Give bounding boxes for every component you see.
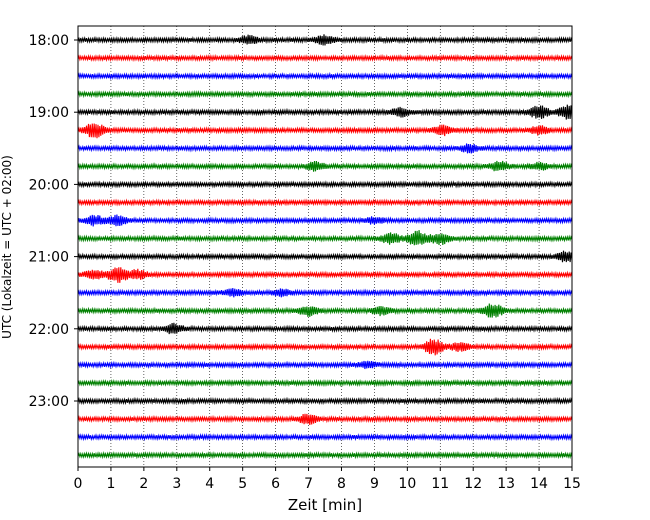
- x-tick-label: 13: [497, 476, 515, 492]
- x-tick-label: 12: [464, 476, 482, 492]
- x-tick-label: 6: [271, 476, 280, 492]
- trace-2030: [77, 214, 573, 227]
- x-axis-label: Zeit [min]: [288, 496, 362, 514]
- x-tick-label: 10: [398, 476, 416, 492]
- x-tick-label: 3: [172, 476, 181, 492]
- trace-2300: [77, 396, 573, 406]
- trace-2330: [77, 432, 573, 442]
- trace-1815: [77, 53, 573, 63]
- x-tick-label: 2: [139, 476, 148, 492]
- x-tick-label: 0: [74, 476, 83, 492]
- trace-2315: [77, 413, 573, 425]
- y-tick-label: 21:00: [29, 250, 69, 266]
- y-tick-label: 18:00: [29, 33, 69, 49]
- x-tick-label: 11: [431, 476, 449, 492]
- trace-2145: [77, 303, 573, 318]
- x-tick-label: 15: [563, 476, 581, 492]
- y-tick-label: 23:00: [29, 394, 69, 410]
- trace-1915: [77, 123, 573, 139]
- trace-1945: [77, 160, 573, 172]
- trace-2045: [77, 230, 573, 246]
- trace-2345: [77, 451, 573, 460]
- x-tick-label: 1: [106, 476, 115, 492]
- y-axis-label: UTC (Lokalzeit = UTC + 02:00): [0, 155, 14, 339]
- traces-group: [77, 34, 573, 460]
- x-tick-label: 14: [530, 476, 548, 492]
- trace-1830: [77, 71, 573, 81]
- plot-frame: [77, 25, 573, 468]
- trace-2215: [77, 338, 573, 356]
- trace-2245: [77, 378, 573, 388]
- x-tick-label: 5: [238, 476, 247, 492]
- y-tick-label: 22:00: [29, 322, 69, 338]
- x-tick-label: 8: [337, 476, 346, 492]
- x-tick-label: 9: [370, 476, 379, 492]
- trace-1845: [77, 90, 573, 99]
- trace-1900: [77, 104, 573, 120]
- x-tick-label: 7: [304, 476, 313, 492]
- trace-2000: [77, 180, 573, 189]
- trace-2115: [77, 267, 573, 283]
- trace-1800: [77, 34, 573, 46]
- x-axis-ticks: 0 1 2 3 4 5 6 7 8 9 10 11 12 13 14 15: [74, 467, 581, 492]
- trace-2130: [77, 288, 573, 298]
- y-axis-ticks: 18:00 19:00 20:00 21:00 22:00 23:00: [29, 33, 78, 410]
- x-tick-label: 4: [205, 476, 214, 492]
- trace-2200: [77, 322, 573, 335]
- y-tick-label: 20:00: [29, 177, 69, 193]
- trace-2015: [77, 198, 573, 207]
- trace-2230: [77, 360, 573, 370]
- y-tick-label: 19:00: [29, 105, 69, 121]
- trace-1930: [77, 143, 573, 154]
- trace-2100: [77, 250, 573, 263]
